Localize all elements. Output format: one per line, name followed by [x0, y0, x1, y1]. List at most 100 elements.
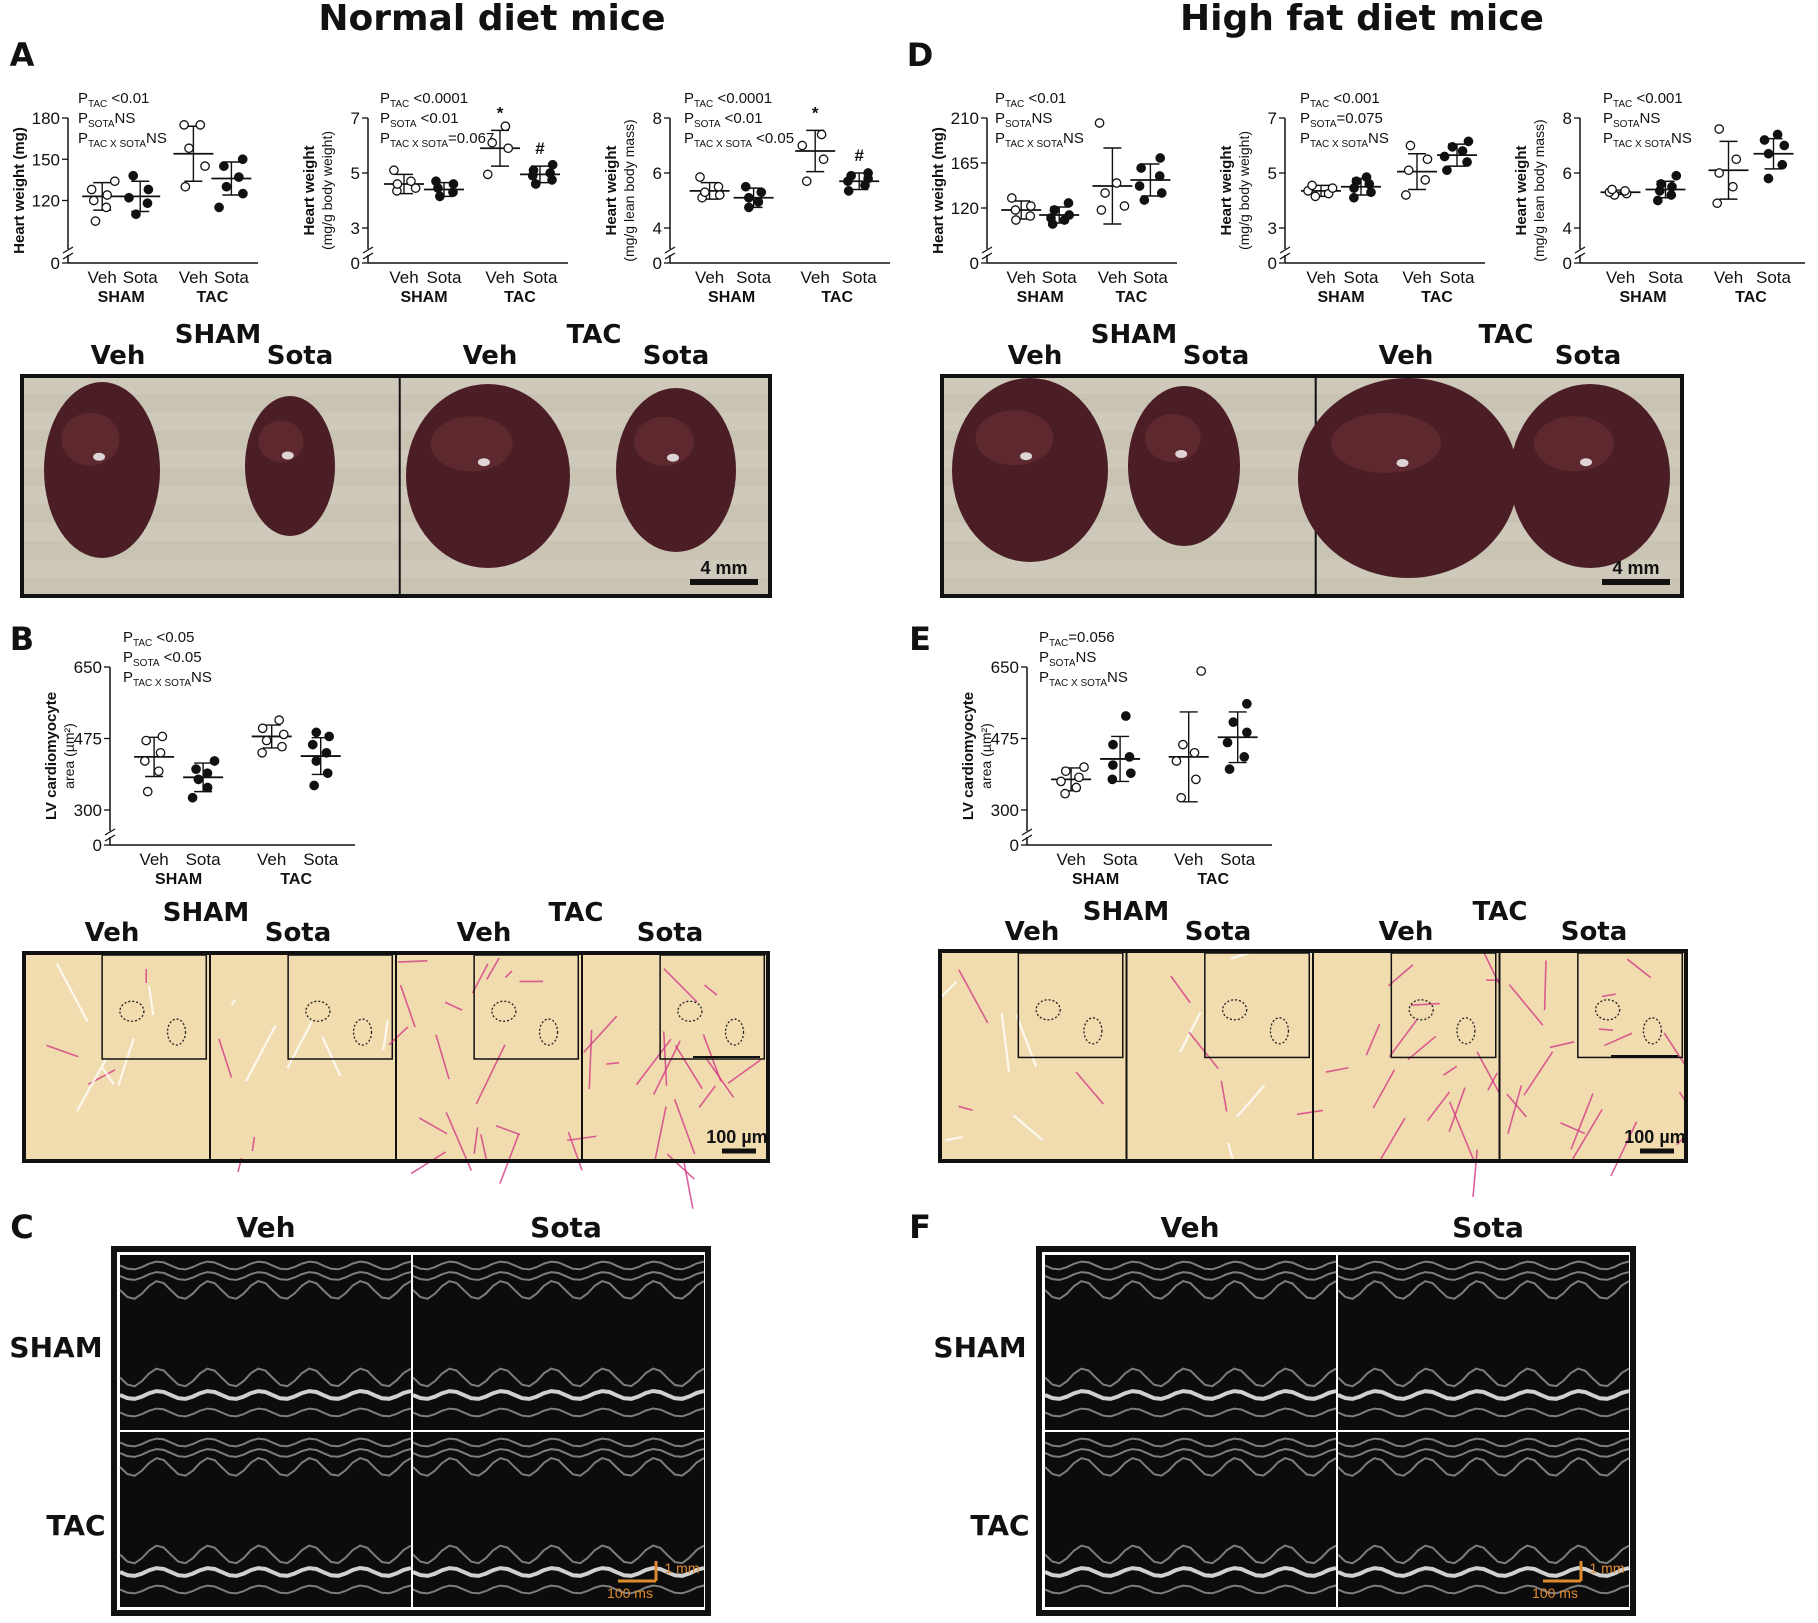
stat-line: PTAC X SOTANS: [1300, 130, 1389, 150]
tissue-fiber: [1230, 952, 1250, 960]
stat-line: PTAC X SOTANS: [78, 130, 167, 150]
data-point-open: [1119, 201, 1130, 211]
scale-label: 4 mm: [1612, 558, 1659, 578]
data-point-open: [1094, 118, 1105, 128]
data-point-open: [1620, 186, 1630, 196]
group-label-tac: TAC: [1421, 289, 1453, 306]
data-point-open: [141, 735, 151, 746]
echo-wall-band: [119, 1260, 412, 1271]
photo-texture: [942, 376, 1682, 395]
echo-trace: [1338, 1432, 1629, 1607]
group-label-tac: TAC: [1197, 871, 1229, 888]
data-point-open: [179, 120, 189, 130]
x-tick-label: Sota: [1756, 268, 1792, 287]
photo-border: [940, 374, 1684, 598]
heart-glare: [477, 458, 490, 467]
data-point-filled: [1134, 181, 1145, 191]
tissue-fiber: [1387, 964, 1414, 987]
tissue-fiber: [1610, 1121, 1638, 1177]
data-point-filled: [309, 780, 320, 791]
x-tick-label: Sota: [214, 268, 250, 287]
tissue-fiber: [55, 962, 89, 1023]
a-photos-header-veh: Veh: [463, 341, 518, 371]
echo-wall-band: [1337, 1388, 1630, 1401]
echo-wall-band: [1044, 1367, 1337, 1388]
heart-glare: [667, 453, 679, 462]
echo-wall-band: [412, 1544, 705, 1565]
x-tick-label: Sota: [427, 268, 463, 287]
heart-photo: [245, 396, 335, 536]
e-histology-panel: 100 µm: [926, 949, 1688, 1197]
data-point-open: [699, 187, 710, 198]
panel-letter-b: B: [10, 620, 34, 658]
stat-line: PTAC <0.001: [1603, 90, 1683, 110]
photo-texture: [22, 559, 770, 578]
scale-label-1mm: 1 mm: [665, 1560, 700, 1576]
tissue-fiber: [1508, 984, 1544, 1026]
y-axis-label: Heart weight: [1513, 145, 1530, 235]
data-point-filled: [846, 170, 856, 181]
e-histo-header-sota: Sota: [1185, 917, 1252, 947]
group-label-tac: TAC: [821, 289, 853, 306]
y-axis-label: LV cardiomyocyte: [960, 692, 977, 820]
tissue-fiber: [499, 1133, 520, 1184]
data-point-open: [1060, 788, 1070, 799]
data-point-open: [1056, 776, 1066, 787]
y-axis-label: Heart weight: [1218, 145, 1235, 235]
data-point-open: [109, 176, 120, 187]
data-point-filled: [1351, 176, 1362, 187]
x-tick-label: Veh: [1098, 268, 1127, 287]
tissue-fiber: [1487, 1072, 1498, 1091]
data-point-open: [1405, 140, 1416, 151]
tissue-fiber: [1379, 1117, 1406, 1161]
tissue-fiber: [1075, 1071, 1104, 1105]
panel-letter-e: E: [909, 620, 931, 658]
data-point-open: [389, 165, 399, 176]
tissue-fiber: [1012, 1114, 1044, 1142]
x-tick-label: Veh: [1174, 850, 1203, 869]
scale-label: 100 µm: [1624, 1127, 1685, 1147]
data-point-filled: [1049, 205, 1060, 215]
data-point-filled: [1457, 146, 1468, 156]
data-point-open: [818, 154, 829, 165]
data-point-filled: [1108, 760, 1118, 770]
stat-line: PTAC X SOTANS: [1603, 130, 1692, 150]
stat-line: PSOTANS: [1603, 110, 1660, 130]
tissue-fiber: [1570, 1109, 1603, 1163]
data-point-filled: [187, 792, 198, 803]
echo-trace: [1338, 1255, 1629, 1430]
photo-texture: [942, 559, 1682, 578]
tissue-fiber: [958, 1105, 973, 1111]
cell-outline: [1222, 999, 1248, 1021]
data-point-open: [1712, 198, 1723, 209]
stat-line: PTAC X SOTANS: [995, 130, 1084, 150]
e-histo-header-veh: Veh: [1379, 917, 1434, 947]
tissue-fiber: [1598, 1028, 1613, 1032]
x-tick-label: Veh: [485, 268, 514, 287]
y-axis-label: Heart weight (mg): [11, 127, 28, 254]
data-point-open: [797, 140, 808, 151]
data-point-filled: [124, 192, 134, 203]
data-point-filled: [740, 181, 751, 192]
a-photos-header-tac: TAC: [567, 320, 622, 350]
axis-break-mark: [1574, 252, 1586, 260]
tissue-fiber: [682, 1158, 694, 1209]
x-tick-label: Sota: [303, 850, 339, 869]
tissue-fiber: [727, 1059, 761, 1084]
y-tick-label: 7: [1268, 109, 1277, 128]
data-point-filled: [1779, 140, 1790, 151]
x-tick-label: Sota: [842, 268, 878, 287]
y-axis-label-units: area (µm²): [978, 723, 994, 789]
scale-label: 4 mm: [700, 558, 747, 578]
f-row-label-tac: TAC: [970, 1509, 1029, 1542]
x-tick-label: Veh: [1306, 268, 1335, 287]
axis-break-mark: [1021, 828, 1033, 836]
heart-glare: [1580, 458, 1592, 467]
data-point-open: [1111, 178, 1122, 188]
data-point-filled: [528, 165, 539, 176]
axis-break-mark: [1021, 834, 1033, 842]
y-axis-label: Heart weight: [301, 145, 318, 235]
data-point-open: [90, 216, 101, 226]
tissue-fiber: [486, 957, 500, 980]
data-point-open: [1010, 205, 1021, 215]
